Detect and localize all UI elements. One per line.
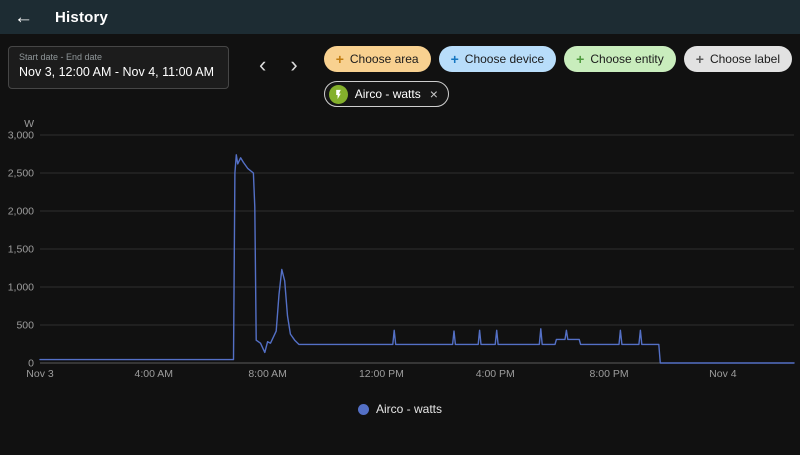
svg-text:Nov 3: Nov 3	[26, 368, 54, 380]
legend-item[interactable]: Airco - watts	[0, 402, 800, 416]
controls-bar: Start date - End date Nov 3, 12:00 AM - …	[0, 34, 800, 107]
svg-text:500: 500	[16, 320, 34, 332]
svg-text:4:00 AM: 4:00 AM	[135, 368, 174, 380]
chart-area: 0 500 1,000 1,500 2,000 2,500 3,000 W Nov 3 4:00 …	[0, 117, 800, 416]
svg-text:0: 0	[28, 358, 34, 370]
page-title: History	[55, 8, 109, 26]
plus-icon: +	[576, 51, 585, 67]
svg-text:8:00 PM: 8:00 PM	[590, 368, 629, 380]
selected-entity-label: Airco - watts	[354, 87, 421, 101]
date-range-picker[interactable]: Start date - End date Nov 3, 12:00 AM - …	[8, 46, 230, 89]
date-range-value: Nov 3, 12:00 AM - Nov 4, 11:00 AM	[19, 65, 215, 79]
next-period-button[interactable]: ›	[286, 52, 301, 77]
arrow-left-icon: ←	[14, 6, 33, 28]
plus-icon: +	[450, 51, 459, 67]
chip-label: Choose device	[464, 52, 545, 66]
legend-marker-icon	[357, 403, 369, 415]
chip-label: Choose entity	[590, 52, 664, 66]
svg-text:3,000: 3,000	[8, 130, 34, 142]
date-nav: ‹ ›	[255, 52, 302, 77]
filter-chips: + Choose area + Choose device + Choose e…	[323, 46, 792, 107]
svg-text:12:00 PM: 12:00 PM	[359, 368, 404, 380]
svg-text:4:00 PM: 4:00 PM	[476, 368, 515, 380]
svg-text:8:00 AM: 8:00 AM	[248, 368, 287, 380]
selected-entity-row: Airco - watts ×	[323, 81, 792, 107]
plus-icon: +	[335, 51, 344, 67]
filter-chip-row: + Choose area + Choose device + Choose e…	[323, 46, 792, 72]
svg-text:1,000: 1,000	[8, 282, 34, 294]
svg-text:2,000: 2,000	[8, 206, 34, 218]
choose-device-chip[interactable]: + Choose device	[438, 46, 557, 72]
svg-text:1,500: 1,500	[8, 244, 34, 256]
plus-icon: +	[695, 51, 704, 67]
back-button[interactable]: ←	[14, 8, 33, 27]
choose-label-chip[interactable]: + Choose label	[683, 46, 792, 72]
svg-text:2,500: 2,500	[8, 168, 34, 180]
svg-text:W: W	[24, 118, 34, 130]
svg-text:Nov 4: Nov 4	[709, 368, 737, 380]
choose-entity-chip[interactable]: + Choose entity	[564, 46, 676, 72]
legend-label: Airco - watts	[375, 402, 442, 416]
close-icon[interactable]: ×	[429, 86, 438, 102]
lightning-bolt-icon	[328, 84, 348, 104]
chip-label: Choose area	[349, 52, 419, 66]
date-range-label: Start date - End date	[19, 52, 103, 62]
chevron-right-icon: ›	[290, 52, 298, 77]
chip-label: Choose label	[709, 52, 780, 66]
choose-area-chip[interactable]: + Choose area	[323, 46, 431, 72]
chevron-left-icon: ‹	[259, 52, 267, 77]
previous-period-button[interactable]: ‹	[255, 52, 270, 77]
selected-entity-chip[interactable]: Airco - watts ×	[323, 81, 449, 107]
app-header: ← History	[0, 0, 800, 34]
